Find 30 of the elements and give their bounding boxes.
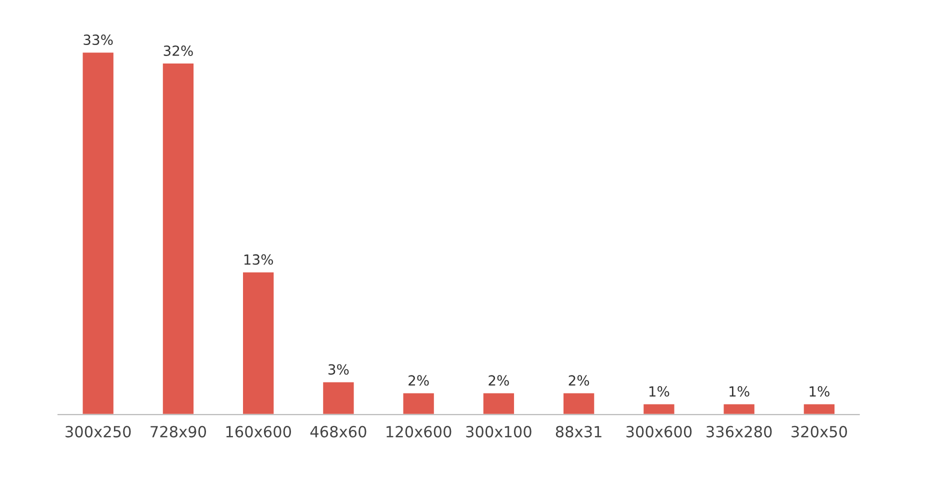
data-label: 1%: [730, 386, 750, 397]
bar: [161, 62, 195, 415]
data-label: 1%: [810, 386, 830, 397]
x-tick-label: 120x600: [386, 426, 452, 438]
x-tick-label: 300x100: [466, 426, 532, 438]
data-label: 2%: [568, 375, 590, 386]
bar: [482, 392, 516, 415]
bar: [322, 380, 356, 415]
bar: [802, 402, 836, 415]
bar: [81, 51, 115, 415]
data-label: 2%: [408, 375, 429, 386]
x-tick-label: 728x90: [150, 426, 206, 438]
x-tick-label: 336x280: [706, 426, 772, 438]
bar: [402, 392, 436, 415]
x-tick-label: 160x600: [226, 426, 291, 438]
data-label: 2%: [488, 375, 509, 386]
data-label: 33%: [84, 34, 113, 46]
x-tick-label: 468x60: [310, 426, 366, 438]
x-tick-label: 320x50: [792, 426, 847, 438]
bar: [242, 270, 276, 415]
data-label: 32%: [164, 46, 193, 56]
x-tick-label: 88x31: [556, 426, 602, 438]
data-label: 13%: [244, 254, 274, 265]
bar: [642, 402, 676, 415]
data-label: 3%: [328, 364, 349, 375]
x-tick-label: 300x250: [66, 426, 131, 438]
bar: [562, 392, 596, 415]
x-tick-label: 300x600: [626, 426, 692, 438]
data-label: 1%: [649, 386, 670, 397]
bar: [722, 402, 756, 415]
